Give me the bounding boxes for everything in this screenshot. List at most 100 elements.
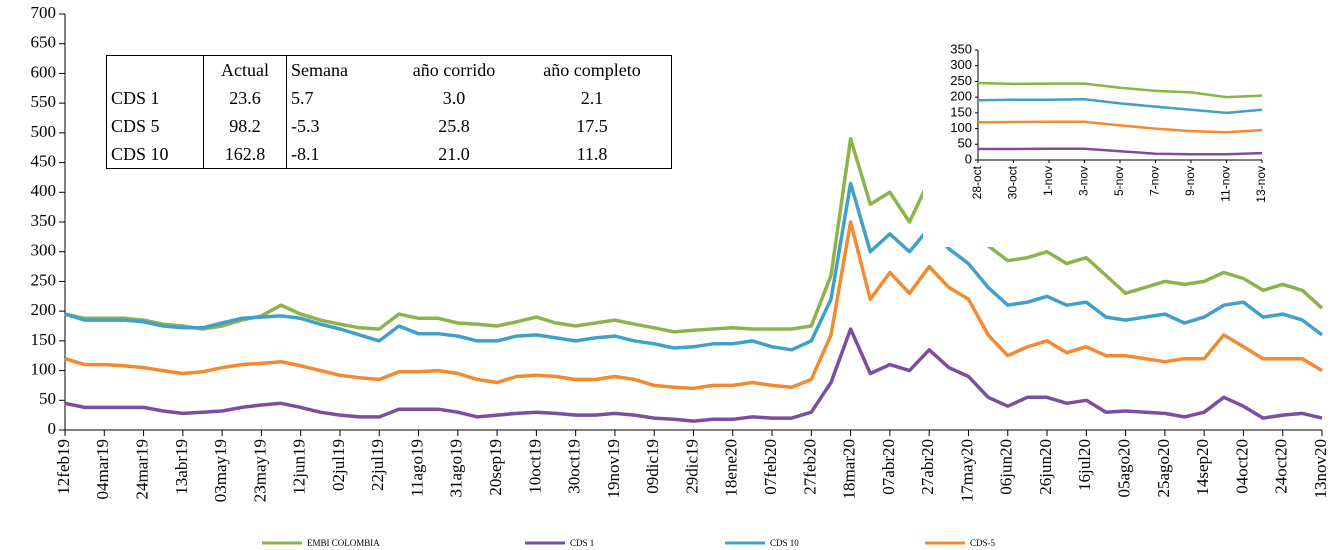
x-tick-label: 18ene20 [722, 439, 741, 497]
x-tick-label: 22jul19 [368, 439, 387, 491]
y-tick-label: 200 [31, 300, 57, 319]
legend-label: EMBI COLOMBIA [307, 538, 380, 548]
legend-label: CDS 10 [770, 538, 799, 548]
header-cell: año corrido [412, 59, 496, 80]
x-tick-label: 14sep20 [1193, 439, 1212, 496]
y-tick-label: 100 [950, 120, 972, 135]
series-line [64, 327, 1323, 423]
x-tick-label: 13nov20 [1311, 439, 1330, 499]
x-tick-label: 30oct19 [565, 439, 584, 494]
x-tick-label: 05ago20 [1115, 439, 1134, 498]
x-tick-label: 04oct20 [1232, 439, 1251, 494]
header-cell: Semana [291, 59, 348, 80]
series-line [64, 181, 1324, 352]
header-row: Actual Semana año corrido año completo [106, 55, 672, 84]
x-tick-label: 02jul19 [329, 439, 348, 491]
table-cell: CDS 1 [106, 84, 204, 112]
table-row: CDS 5 98.2 -5.3 25.8 17.5 [106, 112, 672, 140]
x-tick-label: 07abr20 [879, 439, 898, 495]
y-tick-label: 650 [31, 33, 57, 52]
x-tick-label: 24oct20 [1272, 439, 1291, 494]
y-tick-label: 100 [31, 359, 57, 378]
table-cell: 2.1 [580, 87, 604, 108]
y-tick-label: 50 [958, 136, 972, 151]
x-tick-label: 3-nov [1077, 166, 1091, 196]
y-tick-label: 250 [31, 270, 57, 289]
x-tick-label: 31ago19 [447, 439, 466, 498]
table-cell: 23.6 [203, 84, 287, 112]
x-tick-label: 12feb19 [54, 439, 73, 495]
summary-table: Actual Semana año corrido año completo CDS 1… [106, 55, 672, 169]
header-cell: Actual [203, 55, 287, 84]
series-line [977, 120, 1263, 134]
y-tick-label: 150 [31, 330, 57, 349]
table-cell: 21.0 [438, 143, 470, 164]
x-tick-label: 9-nov [1183, 166, 1197, 196]
x-tick-label: 24mar19 [132, 439, 151, 499]
y-tick-label: 200 [950, 89, 972, 104]
header-cell [106, 55, 204, 84]
table-cell: 5.7 [291, 87, 314, 108]
y-tick-label: 500 [31, 122, 57, 141]
y-tick-label: 300 [950, 57, 972, 72]
series-line [977, 98, 1263, 115]
x-tick-label: 06jun20 [997, 439, 1016, 495]
series-line [64, 220, 1323, 391]
x-tick-label: 12jun19 [290, 439, 309, 495]
x-tick-label: 17may20 [957, 439, 976, 502]
x-tick-label: 30-oct [1006, 165, 1020, 199]
table-cell: -8.1 [291, 143, 320, 164]
x-tick-label: 5-nov [1112, 166, 1126, 196]
y-tick-label: 350 [950, 41, 972, 56]
table-cell: -5.3 [291, 115, 320, 136]
legend-label: CDS-5 [970, 538, 996, 548]
x-tick-label: 1-nov [1041, 166, 1055, 196]
table-cell: 17.5 [576, 115, 608, 136]
x-tick-label: 09dic19 [643, 439, 662, 494]
legend-label: CDS 1 [570, 538, 594, 548]
table-cell: 98.2 [203, 112, 287, 140]
x-tick-label: 27abr20 [918, 439, 937, 495]
x-tick-label: 18mar20 [840, 439, 859, 499]
table-row: CDS 10 162.8 -8.1 21.0 11.8 [106, 140, 672, 169]
y-tick-label: 0 [965, 151, 972, 166]
x-tick-label: 13abr19 [172, 439, 191, 495]
x-tick-label: 7-nov [1148, 166, 1162, 196]
y-tick-label: 250 [950, 73, 972, 88]
y-tick-label: 350 [31, 211, 57, 230]
x-tick-label: 11-nov [1219, 166, 1233, 202]
x-tick-label: 28-oct [970, 165, 984, 199]
series-line [64, 137, 1324, 334]
inset-background [923, 42, 1277, 247]
table-cell: 11.8 [576, 143, 608, 164]
x-tick-label: 11ago19 [407, 439, 426, 497]
y-tick-label: 0 [48, 419, 57, 438]
series-line [978, 147, 1263, 156]
y-tick-label: 50 [39, 389, 56, 408]
x-tick-label: 04mar19 [93, 439, 112, 499]
y-tick-label: 550 [31, 92, 57, 111]
x-tick-label: 25ago20 [1154, 439, 1173, 498]
table-row: CDS 1 23.6 5.7 3.0 2.1 [106, 84, 672, 112]
table-cell: CDS 5 [106, 112, 204, 140]
y-tick-label: 150 [950, 104, 972, 119]
x-tick-label: 16jul20 [1075, 439, 1094, 491]
header-cell: año completo [543, 59, 641, 80]
y-tick-label: 700 [31, 3, 57, 22]
table-cell: 25.8 [438, 115, 470, 136]
x-tick-label: 03may19 [211, 439, 230, 502]
x-tick-label: 29dic19 [682, 439, 701, 494]
x-tick-label: 13-nov [1254, 166, 1268, 203]
table-cell: 3.0 [442, 87, 466, 108]
y-tick-label: 400 [31, 181, 57, 200]
x-tick-label: 20sep19 [486, 439, 505, 496]
x-tick-label: 10oct19 [525, 439, 544, 494]
x-tick-label: 19nov19 [604, 439, 623, 499]
x-tick-label: 23may19 [250, 439, 269, 502]
y-tick-label: 600 [31, 62, 57, 81]
y-tick-label: 300 [31, 241, 57, 260]
x-tick-label: 07feb20 [761, 439, 780, 495]
table-cell: 162.8 [203, 140, 287, 169]
